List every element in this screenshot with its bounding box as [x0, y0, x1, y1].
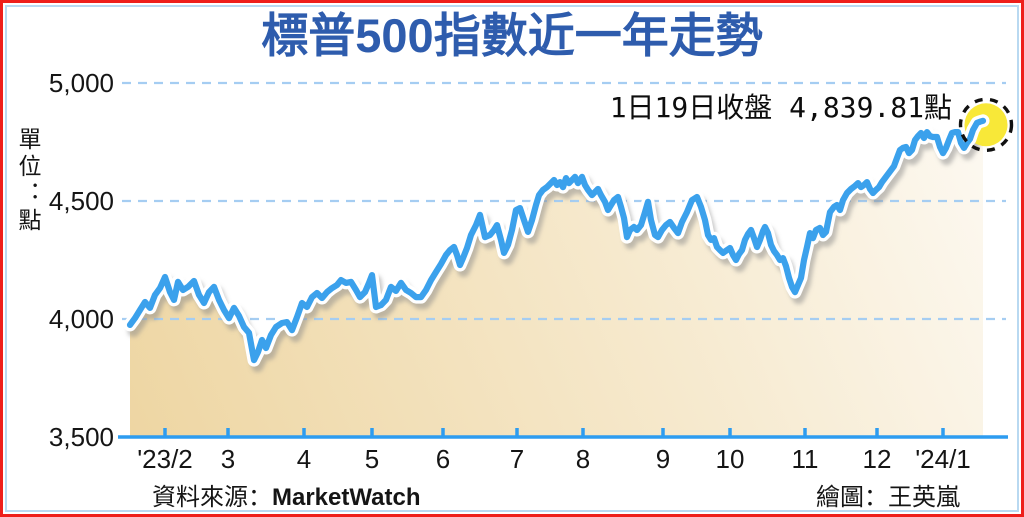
credit: 繪圖：王英嵐	[816, 484, 960, 511]
y-axis-unit-label: 單位：點	[15, 127, 41, 235]
chart-title: 標普500指數近一年走勢	[261, 9, 763, 62]
price-line	[126, 117, 987, 364]
last-close-annotation: 1日19日收盤 4,839.81點	[609, 91, 952, 124]
data-source-value: MarketWatch	[272, 484, 421, 511]
endpoint-dashed-ring	[958, 97, 1014, 153]
data-source-label: 資料來源：	[152, 484, 272, 511]
area-fill	[130, 120, 983, 438]
data-source: 資料來源：MarketWatch	[152, 477, 420, 512]
